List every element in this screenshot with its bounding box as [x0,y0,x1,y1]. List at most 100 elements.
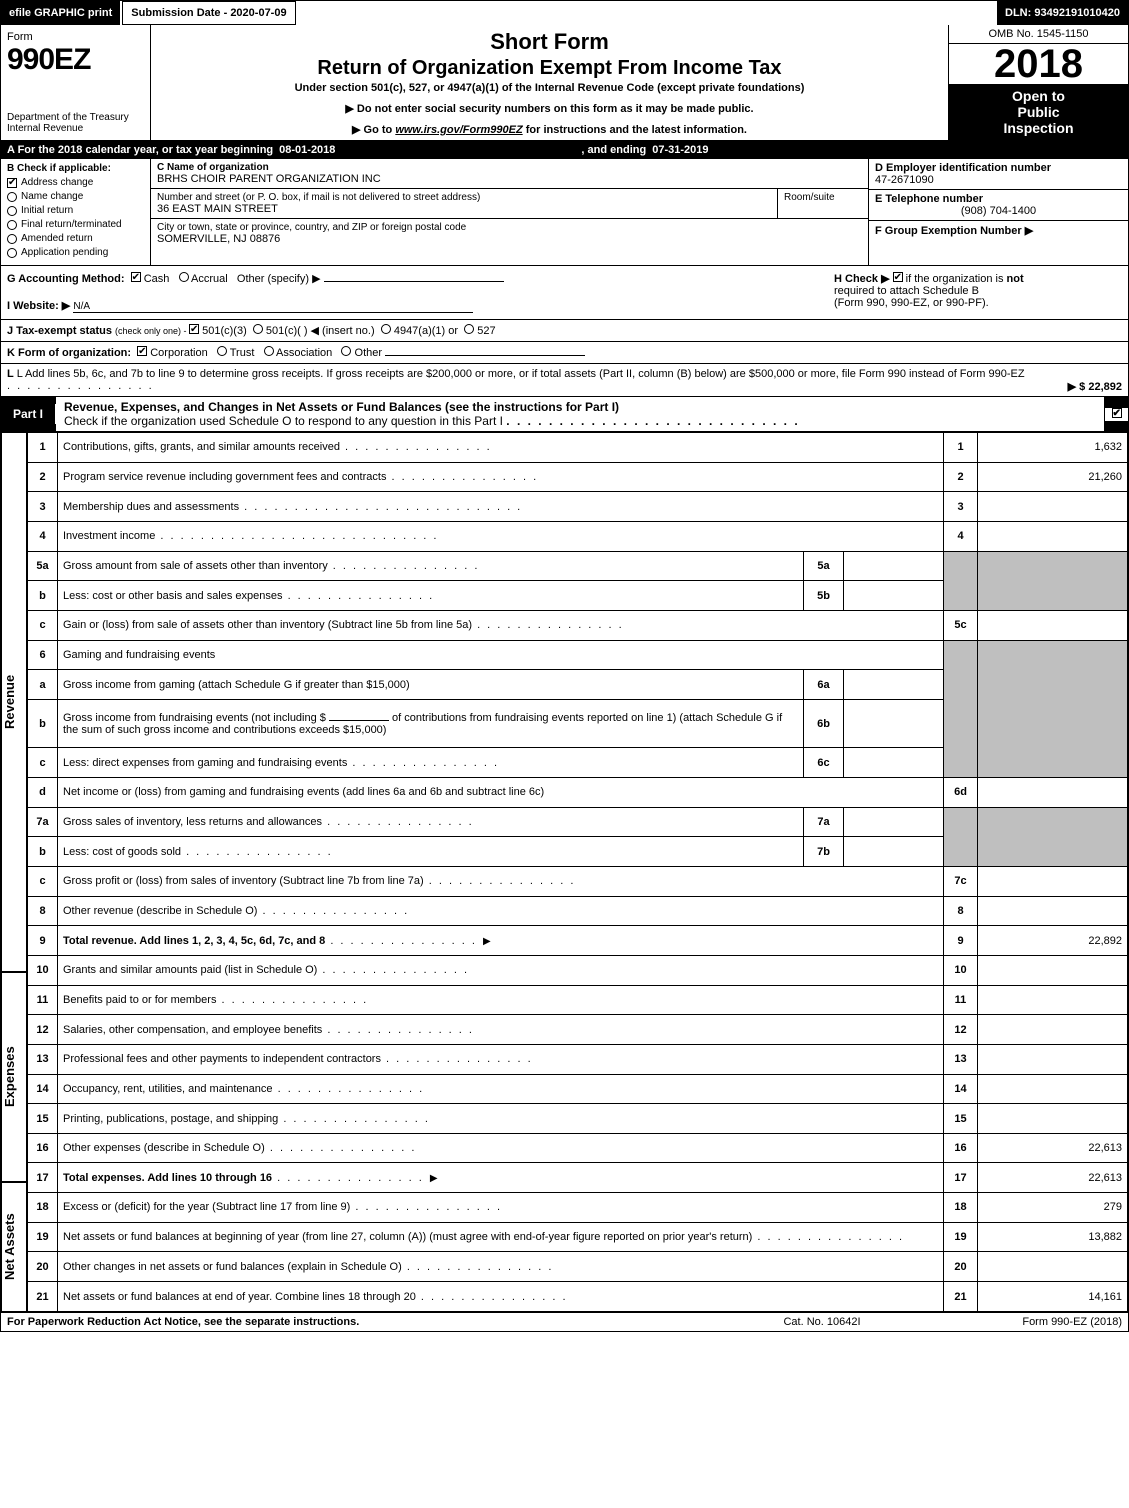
goto-pre: ▶ Go to [352,124,395,136]
line-1: 1 Contributions, gifts, grants, and simi… [28,433,1128,463]
form-number: 990EZ [7,43,144,77]
open-to-public: Open to Public Inspection [949,84,1128,140]
k-opt-0: Corporation [150,347,207,359]
chk-4947[interactable] [381,324,391,334]
footer-left: For Paperwork Reduction Act Notice, see … [7,1316,722,1328]
chk-accrual[interactable] [179,272,189,282]
val-17: 22,613 [978,1163,1128,1193]
side-expenses: Expenses [1,972,27,1182]
line-6: 6 Gaming and fundraising events [28,640,1128,670]
line-2: 2 Program service revenue including gove… [28,462,1128,492]
line-13: 13Professional fees and other payments t… [28,1044,1128,1074]
city-label: City or town, state or province, country… [157,222,862,233]
f-label: F Group Exemption Number ▶ [875,224,1122,237]
chk-501c3[interactable] [189,324,199,334]
header-mid: Short Form Return of Organization Exempt… [151,25,948,140]
chk-final-return[interactable] [7,220,17,230]
d-label: D Employer identification number [875,162,1122,174]
j-opt3: 4947(a)(1) or [394,325,458,337]
j-opt4: 527 [477,325,495,337]
g-label: G Accounting Method: [7,273,125,285]
lbl-address-change: Address change [21,177,93,188]
open-line2: Public [951,104,1126,120]
form-header: Form 990EZ Department of the Treasury In… [1,25,1128,141]
chk-schedule-b[interactable] [893,272,903,282]
form-title: Return of Organization Exempt From Incom… [161,57,938,80]
entity-block: B Check if applicable: Address change Na… [1,159,1128,266]
lbl-name-change: Name change [21,191,83,202]
chk-other-org[interactable] [341,346,351,356]
line-7c: c Gross profit or (loss) from sales of i… [28,866,1128,896]
line-16: 16Other expenses (describe in Schedule O… [28,1133,1128,1163]
website-value: N/A [73,301,473,313]
line-20: 20Other changes in net assets or fund ba… [28,1252,1128,1282]
chk-address-change[interactable] [7,178,17,188]
k-opt-3: Other [355,347,383,359]
chk-cash[interactable] [131,272,141,282]
g-other: Other (specify) ▶ [237,273,321,285]
period-end-label: , and ending [581,144,646,156]
line-9: 9 Total revenue. Add lines 1, 2, 3, 4, 5… [28,926,1128,956]
section-def: D Employer identification number 47-2671… [868,159,1128,265]
room-suite-label: Room/suite [778,189,868,218]
line-5c: c Gain or (loss) from sale of assets oth… [28,610,1128,640]
open-line1: Open to [951,88,1126,104]
dln-label: DLN: 93492191010420 [997,1,1128,25]
side-netassets: Net Assets [1,1182,27,1312]
h-mid: if the organization is [906,273,1007,285]
line-11: 11Benefits paid to or for members11 [28,985,1128,1015]
lbl-application-pending: Application pending [21,247,108,258]
efile-label: efile GRAPHIC print [1,1,122,25]
chk-application-pending[interactable] [7,248,17,258]
line-19: 19Net assets or fund balances at beginni… [28,1222,1128,1252]
j-opt2: 501(c)( ) ◀ (insert no.) [266,325,375,337]
row-j: J Tax-exempt status (check only one) - 5… [1,320,1128,342]
line-8: 8 Other revenue (describe in Schedule O)… [28,896,1128,926]
part1-check-cell [1104,408,1128,421]
val-21: 14,161 [978,1282,1128,1312]
gh-row: G Accounting Method: Cash Accrual Other … [1,266,1128,320]
section-b: B Check if applicable: Address change Na… [1,159,151,265]
k-opt-2: Association [276,347,332,359]
form-page: efile GRAPHIC print Submission Date - 20… [0,0,1129,1332]
topbar-spacer [296,1,997,25]
g-accrual: Accrual [191,273,228,285]
irs-link[interactable]: www.irs.gov/Form990EZ [395,124,522,136]
period-a-label: A For the 2018 calendar year, or tax yea… [7,144,273,156]
part1-body: Revenue Expenses Net Assets 1 Contributi… [1,432,1128,1312]
chk-527[interactable] [464,324,474,334]
goto-note: ▶ Go to www.irs.gov/Form990EZ for instru… [161,123,938,136]
tax-year: 2018 [949,44,1128,84]
lbl-final-return: Final return/terminated [21,219,122,230]
chk-trust[interactable] [217,346,227,356]
line-21: 21Net assets or fund balances at end of … [28,1282,1128,1312]
row-l: L L Add lines 5b, 6c, and 7b to line 9 t… [1,364,1128,397]
period-begin: 08-01-2018 [279,144,335,156]
part1-tab: Part I [1,404,56,424]
addr-label: Number and street (or P. O. box, if mail… [157,192,771,203]
chk-association[interactable] [264,346,274,356]
chk-name-change[interactable] [7,192,17,202]
chk-501c[interactable] [253,324,263,334]
b-heading: B Check if applicable: [7,163,144,174]
line-3: 3 Membership dues and assessments 3 [28,492,1128,522]
part1-subtitle: Check if the organization used Schedule … [64,414,503,428]
i-label: I Website: ▶ [7,300,70,312]
h-pre: H Check ▶ [834,273,893,285]
line-10: 10Grants and similar amounts paid (list … [28,955,1128,985]
street-address: 36 EAST MAIN STREET [157,203,771,215]
section-c: C Name of organization BRHS CHOIR PARENT… [151,159,868,265]
chk-schedule-o[interactable] [1112,408,1122,418]
chk-initial-return[interactable] [7,206,17,216]
part1-title: Revenue, Expenses, and Changes in Net As… [56,397,1104,431]
line-18: 18Excess or (deficit) for the year (Subt… [28,1193,1128,1223]
goto-post: for instructions and the latest informat… [523,124,747,136]
footer-mid: Cat. No. 10642I [722,1316,922,1328]
line-17: 17Total expenses. Add lines 10 through 1… [28,1163,1128,1193]
submission-date: Submission Date - 2020-07-09 [122,1,295,25]
chk-amended-return[interactable] [7,234,17,244]
h-text4: (Form 990, 990-EZ, or 990-PF). [834,297,989,309]
g-section: G Accounting Method: Cash Accrual Other … [1,266,828,319]
chk-corporation[interactable] [137,346,147,356]
h-not: not [1007,273,1024,285]
